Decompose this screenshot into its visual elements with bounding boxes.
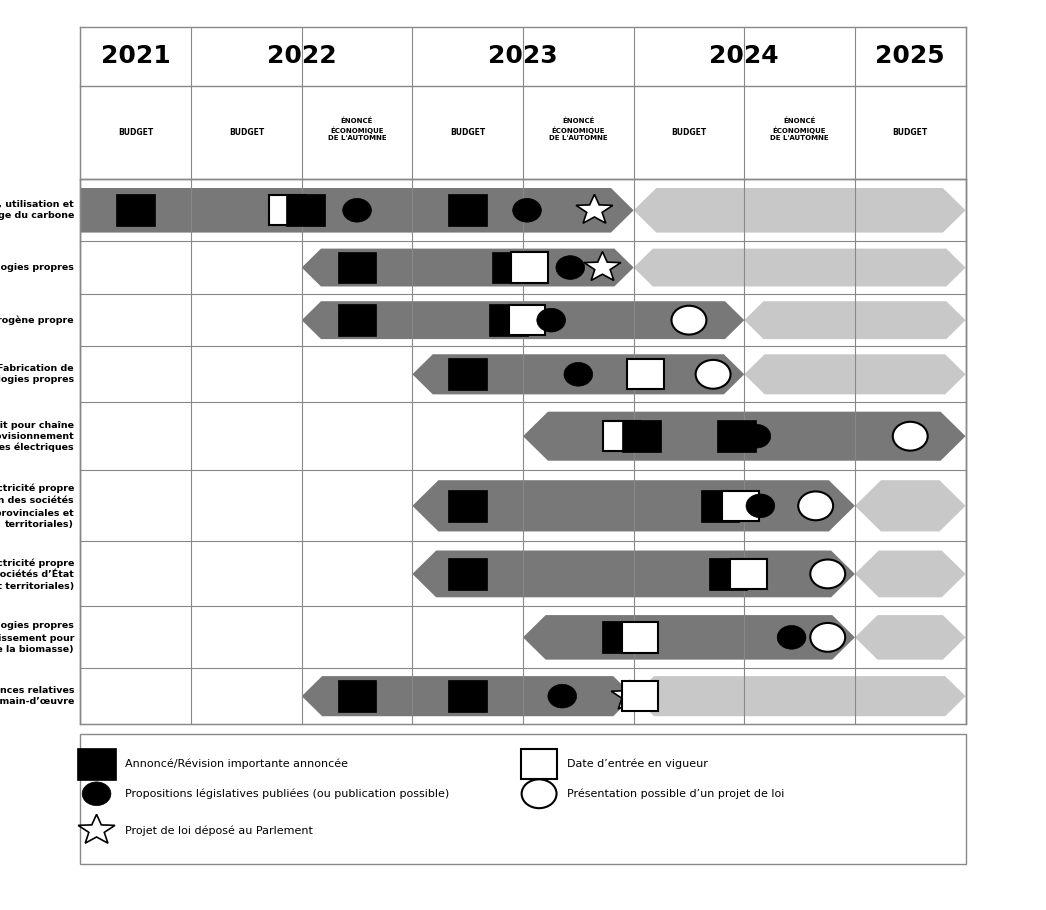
Polygon shape	[584, 251, 621, 280]
Circle shape	[343, 198, 371, 222]
Polygon shape	[745, 354, 965, 394]
Bar	[287, 195, 325, 227]
Polygon shape	[412, 480, 855, 531]
Polygon shape	[855, 615, 965, 660]
Text: BUDGET: BUDGET	[672, 128, 707, 137]
Bar	[269, 195, 305, 226]
Bar	[730, 559, 767, 589]
Circle shape	[811, 560, 845, 589]
Bar	[628, 359, 664, 389]
Polygon shape	[634, 676, 965, 716]
Text: BUDGET: BUDGET	[118, 128, 154, 137]
Text: ÉNONCÉ
ÉCONOMIQUE
DE L'AUTOMNE: ÉNONCÉ ÉCONOMIQUE DE L'AUTOMNE	[770, 117, 828, 141]
Bar	[602, 622, 641, 653]
Bar	[508, 305, 545, 335]
Polygon shape	[855, 480, 965, 531]
Bar	[81, 179, 965, 724]
Polygon shape	[412, 354, 745, 394]
Text: Projet de loi déposé au Parlement: Projet de loi déposé au Parlement	[124, 825, 313, 835]
Text: Annoncé/Révision importante annoncée: Annoncé/Révision importante annoncée	[124, 759, 347, 769]
Circle shape	[742, 424, 771, 448]
Polygon shape	[634, 188, 965, 233]
Text: Nouveau crédit pour chaîne
d’approvisionnement
de véhicules électriques: Nouveau crédit pour chaîne d’approvision…	[0, 420, 74, 452]
Text: BUDGET: BUDGET	[892, 128, 928, 137]
Text: Hydrogène propre: Hydrogène propre	[0, 316, 74, 325]
Bar	[490, 304, 528, 336]
Polygon shape	[301, 676, 634, 716]
Bar	[492, 251, 530, 284]
Polygon shape	[523, 615, 855, 660]
Bar	[701, 490, 740, 521]
Text: 2023: 2023	[488, 45, 558, 68]
Bar	[338, 680, 377, 713]
Polygon shape	[611, 680, 647, 709]
Text: Exigences relatives
à la main-d’œuvre: Exigences relatives à la main-d’œuvre	[0, 686, 74, 706]
Circle shape	[672, 306, 706, 335]
Bar	[622, 420, 661, 452]
Bar	[338, 304, 377, 336]
Text: 2022: 2022	[267, 45, 337, 68]
Bar	[449, 195, 487, 227]
Text: 2021: 2021	[100, 45, 170, 68]
Text: 2025: 2025	[876, 45, 945, 68]
Bar	[116, 195, 155, 227]
Bar	[717, 420, 755, 452]
Text: Électricité propre
(à l’exception des sociétés
d’État provinciales et
territoria: Électricité propre (à l’exception des so…	[0, 482, 74, 529]
Text: BUDGET: BUDGET	[229, 128, 264, 137]
Polygon shape	[855, 551, 965, 597]
Bar	[604, 421, 640, 451]
Text: Technologies propres: Technologies propres	[0, 263, 74, 272]
Polygon shape	[523, 411, 965, 460]
Bar	[621, 681, 658, 712]
Circle shape	[811, 623, 845, 652]
Bar	[621, 622, 658, 652]
Polygon shape	[78, 814, 115, 844]
Polygon shape	[745, 301, 965, 339]
Circle shape	[798, 491, 833, 521]
Polygon shape	[301, 301, 745, 339]
Circle shape	[564, 362, 593, 386]
Circle shape	[555, 256, 585, 279]
Bar	[449, 490, 487, 521]
Text: Électricité propre
(à l’intention des sociétés d’État
provinciales et territoria: Électricité propre (à l’intention des so…	[0, 557, 74, 591]
Circle shape	[513, 198, 542, 222]
Polygon shape	[576, 195, 613, 223]
Circle shape	[537, 308, 566, 332]
Circle shape	[83, 782, 111, 805]
Text: 2024: 2024	[709, 45, 779, 68]
Text: Technologies propres
(Élargissement pour
inclure la biomasse): Technologies propres (Élargissement pour…	[0, 621, 74, 654]
Polygon shape	[634, 248, 965, 287]
Text: Propositions législatives publiées (ou publication possible): Propositions législatives publiées (ou p…	[124, 788, 449, 799]
Bar	[449, 359, 487, 390]
Bar	[449, 558, 487, 590]
Polygon shape	[81, 188, 634, 233]
Bar	[709, 558, 748, 590]
Text: BUDGET: BUDGET	[450, 128, 485, 137]
Bar	[449, 680, 487, 713]
Text: Captage, utilisation et
stockage du carbone: Captage, utilisation et stockage du carb…	[0, 200, 74, 220]
Circle shape	[777, 625, 805, 649]
Bar	[77, 748, 116, 780]
Text: ÉNONCÉ
ÉCONOMIQUE
DE L'AUTOMNE: ÉNONCÉ ÉCONOMIQUE DE L'AUTOMNE	[549, 117, 608, 141]
Circle shape	[548, 684, 576, 708]
Circle shape	[696, 359, 730, 389]
Text: Présentation possible d’un projet de loi: Présentation possible d’un projet de loi	[567, 788, 784, 799]
Circle shape	[746, 494, 775, 518]
Bar	[338, 251, 377, 284]
Bar	[722, 490, 758, 521]
Text: Date d’entrée en vigueur: Date d’entrée en vigueur	[567, 759, 708, 769]
Bar	[521, 749, 558, 779]
Polygon shape	[301, 248, 634, 287]
Circle shape	[893, 422, 928, 450]
Text: ÉNONCÉ
ÉCONOMIQUE
DE L'AUTOMNE: ÉNONCÉ ÉCONOMIQUE DE L'AUTOMNE	[327, 117, 386, 141]
Bar	[511, 252, 548, 283]
Text: Fabrication de
technologies propres: Fabrication de technologies propres	[0, 364, 74, 384]
Bar	[81, 734, 965, 864]
Polygon shape	[412, 551, 855, 597]
Circle shape	[522, 779, 556, 808]
